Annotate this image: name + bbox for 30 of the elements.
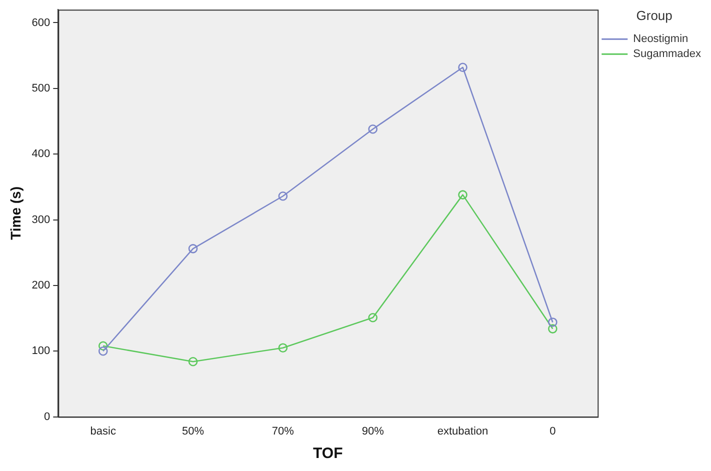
point [458, 190, 468, 200]
point [278, 343, 288, 352]
x-tick-label: basic [90, 425, 116, 438]
x-tick-label: 0 [550, 425, 556, 438]
point [458, 62, 468, 72]
y-tick-label: 600 [32, 16, 50, 29]
legend-title: Group [636, 8, 672, 24]
point [98, 341, 108, 351]
legend-label: Sugammadex [633, 48, 702, 60]
point [548, 324, 558, 334]
y-tick-label: 300 [32, 214, 50, 226]
point [368, 124, 378, 134]
y-axis-title: Time (s) [7, 186, 24, 240]
point [188, 356, 198, 366]
point [548, 318, 558, 327]
x-axis-title: TOF [313, 445, 343, 462]
x-tick-label: extubation [437, 425, 488, 438]
x-tick-label: 70% [272, 425, 294, 438]
y-tick-label: 0 [44, 410, 50, 423]
y-tick-label: 500 [32, 82, 50, 94]
legend-label: Neostigmin [633, 33, 688, 46]
x-tick-label: 50% [182, 425, 204, 438]
point [368, 312, 378, 322]
y-tick-label: 400 [32, 148, 50, 160]
y-tick-label: 200 [32, 279, 50, 292]
point [188, 244, 198, 254]
point [278, 191, 288, 201]
point [98, 346, 108, 356]
x-tick-label: 90% [362, 425, 384, 438]
y-tick-label: 100 [32, 345, 50, 358]
